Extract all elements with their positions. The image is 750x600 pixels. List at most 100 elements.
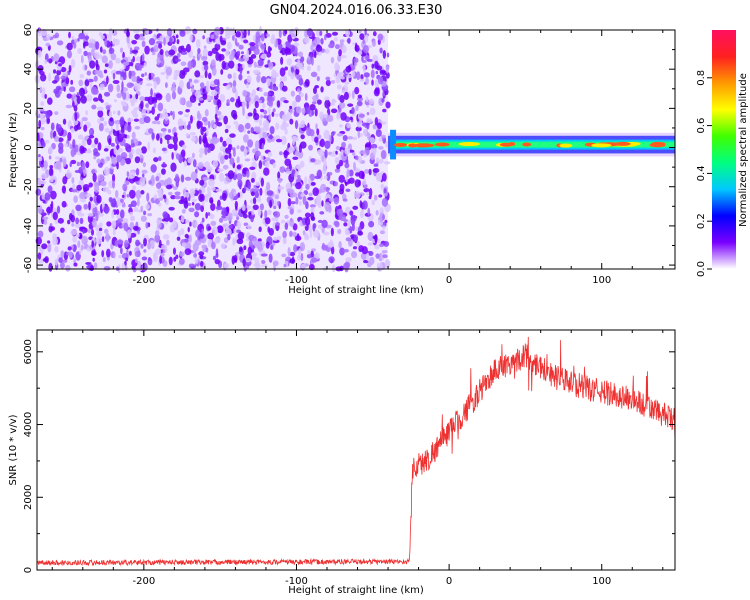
noise-blob — [148, 128, 154, 134]
noise-blob — [341, 141, 346, 149]
noise-blob — [371, 63, 375, 69]
noise-blob — [330, 56, 335, 64]
noise-blob — [55, 156, 60, 160]
noise-blob — [165, 66, 173, 76]
noise-blob — [140, 157, 144, 164]
noise-blob — [97, 118, 102, 124]
noise-blob — [117, 239, 124, 245]
noise-blob — [100, 180, 107, 187]
noise-blob — [368, 98, 375, 105]
noise-blob — [250, 53, 257, 59]
noise-blob — [238, 246, 243, 252]
noise-blob — [183, 120, 187, 131]
noise-blob — [316, 99, 322, 105]
noise-blob — [382, 225, 386, 230]
noise-blob — [211, 136, 218, 145]
noise-blob — [332, 150, 336, 154]
noise-blob — [294, 150, 300, 157]
noise-blob — [362, 200, 368, 210]
noise-blob — [97, 142, 102, 151]
noise-blob — [288, 146, 295, 152]
noise-blob — [177, 110, 183, 115]
noise-blob — [272, 162, 276, 168]
noise-blob — [215, 188, 223, 192]
noise-blob — [73, 42, 77, 49]
noise-blob — [261, 53, 267, 60]
noise-blob — [245, 122, 251, 130]
noise-blob — [263, 109, 268, 115]
noise-blob — [296, 62, 303, 70]
noise-blob — [343, 248, 349, 253]
noise-blob — [176, 39, 180, 45]
noise-blob — [346, 123, 351, 129]
noise-blob — [184, 248, 192, 256]
noise-blob — [259, 203, 265, 211]
noise-blob — [329, 239, 333, 248]
noise-blob — [378, 158, 384, 164]
noise-blob — [347, 103, 354, 107]
noise-blob — [135, 189, 142, 200]
noise-blob — [217, 225, 224, 234]
noise-blob — [42, 87, 46, 95]
noise-blob — [249, 97, 256, 104]
noise-blob — [110, 126, 114, 136]
noise-blob — [379, 230, 386, 235]
noise-blob — [266, 78, 271, 87]
noise-blob — [298, 90, 302, 95]
noise-blob — [338, 174, 345, 183]
noise-blob — [205, 211, 208, 219]
noise-blob — [355, 126, 362, 132]
noise-blob — [56, 205, 61, 214]
noise-blob — [124, 188, 127, 192]
noise-blob — [99, 83, 105, 91]
noise-blob — [140, 190, 145, 195]
noise-blob — [266, 33, 270, 38]
noise-blob — [304, 176, 308, 185]
noise-blob — [160, 128, 167, 132]
noise-blob — [358, 179, 361, 187]
noise-blob — [376, 122, 382, 130]
noise-blob — [319, 149, 324, 156]
noise-blob — [79, 119, 84, 128]
noise-blob — [87, 78, 94, 83]
noise-blob — [273, 211, 281, 218]
spectrogram-y-ticks: -60 -40 -20 0 20 40 60 — [23, 24, 675, 273]
noise-blob — [101, 249, 105, 258]
noise-blob — [40, 180, 47, 185]
noise-blob — [261, 260, 266, 265]
noise-blob — [37, 49, 42, 58]
noise-blob — [141, 264, 148, 271]
noise-blob — [289, 105, 293, 110]
noise-blob — [345, 29, 350, 37]
noise-blob — [289, 230, 293, 238]
noise-blob — [191, 198, 197, 203]
noise-blob — [146, 192, 150, 202]
noise-blob — [124, 142, 130, 148]
noise-blob — [254, 140, 260, 150]
noise-blob — [324, 201, 331, 212]
noise-blob — [308, 224, 312, 233]
x-tick-label: 100 — [592, 275, 611, 286]
noise-blob — [348, 169, 354, 177]
noise-blob — [187, 157, 193, 164]
noise-blob — [381, 197, 389, 207]
noise-blob — [333, 37, 339, 42]
noise-blob — [307, 56, 311, 61]
noise-blob — [65, 104, 73, 109]
noise-blob — [362, 39, 365, 44]
noise-blob — [183, 160, 188, 167]
noise-blob — [72, 236, 77, 243]
noise-blob — [128, 189, 136, 199]
noise-blob — [354, 155, 359, 161]
noise-blob — [236, 238, 244, 245]
noise-blob — [108, 60, 113, 69]
noise-blob — [70, 148, 76, 158]
noise-blob — [147, 213, 153, 217]
noise-blob — [283, 43, 286, 48]
noise-blob — [204, 146, 208, 156]
noise-blob — [355, 104, 359, 112]
noise-blob — [286, 188, 294, 194]
noise-blob — [64, 143, 69, 147]
noise-blob — [262, 102, 266, 109]
noise-blob — [225, 124, 232, 129]
